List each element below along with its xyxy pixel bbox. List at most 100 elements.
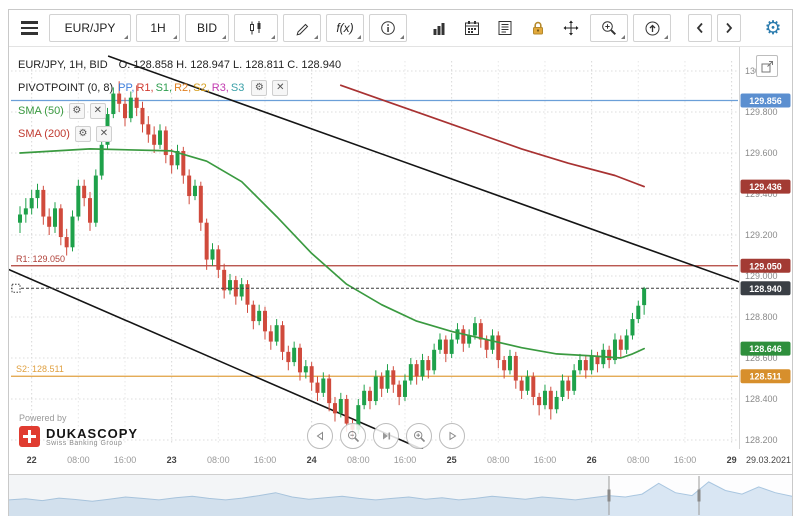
candle-body	[507, 355, 512, 371]
scroll-right-button[interactable]	[717, 14, 741, 42]
candle-body	[472, 323, 477, 336]
pivot-token: S2,	[193, 81, 210, 94]
candle-body	[321, 378, 326, 393]
candle-body	[607, 349, 612, 361]
candle-body	[542, 390, 547, 406]
candle-body	[29, 198, 34, 209]
play-icon	[449, 431, 457, 441]
sma200-indicator-name: SMA (200)	[18, 127, 70, 140]
candle-body	[420, 360, 425, 377]
x-tick-label: 08:00	[67, 455, 90, 465]
ma-price-badge: 129.436	[740, 179, 791, 194]
x-tick-label: 08:00	[347, 455, 370, 465]
candle-body	[192, 185, 197, 197]
settings-button[interactable]: ⚙	[759, 14, 787, 42]
detach-chart-button[interactable]	[756, 55, 778, 77]
x-tick-label: 25	[447, 455, 457, 465]
chart-area: 130.000129.800129.600129.400129.200129.0…	[9, 46, 792, 474]
candle-body	[344, 399, 349, 424]
volume-bars-button[interactable]	[425, 14, 453, 42]
sma200-settings-button[interactable]: ⚙	[74, 125, 91, 142]
news-button[interactable]	[491, 14, 519, 42]
candle-body	[461, 329, 466, 344]
indicator-row-sma200: SMA (200) ⚙ ✕	[18, 124, 341, 143]
pivot-token: R3,	[211, 81, 229, 94]
candle-body	[327, 378, 332, 404]
sma200-remove-button[interactable]: ✕	[95, 125, 112, 142]
scroll-back-button[interactable]	[307, 423, 333, 449]
candle-body	[122, 103, 127, 119]
zoom-button[interactable]	[590, 14, 628, 42]
candle-body	[490, 335, 495, 350]
candle-body	[630, 319, 635, 336]
candle-body	[414, 364, 419, 377]
autoscroll-play-button[interactable]	[439, 423, 465, 449]
gear-icon: ⚙	[764, 17, 782, 39]
draw-button[interactable]	[283, 14, 321, 42]
lock-icon	[533, 21, 543, 35]
zoom-out-button[interactable]	[340, 423, 366, 449]
candle-body	[356, 405, 361, 430]
overview-handle-grip[interactable]	[607, 489, 611, 502]
level-price-badge: 129.050	[740, 258, 791, 273]
lock-button[interactable]	[524, 14, 552, 42]
overview-handle-grip[interactable]	[697, 489, 701, 502]
x-tick-label: 16:00	[254, 455, 277, 465]
zoom-in-button[interactable]	[406, 423, 432, 449]
publish-button[interactable]	[633, 14, 671, 42]
menu-button[interactable]	[14, 14, 44, 42]
go-to-latest-button[interactable]	[373, 423, 399, 449]
y-tick-label: 129.200	[745, 230, 778, 240]
pivot-remove-button[interactable]: ✕	[272, 79, 289, 96]
candle-body	[245, 284, 250, 305]
brand-row: DUKASCOPY Swiss Banking Group	[19, 426, 138, 447]
candle-body	[455, 329, 460, 340]
sma200-line	[339, 84, 645, 188]
candle-body	[624, 335, 629, 350]
crosshair-button[interactable]	[557, 14, 585, 42]
candle-body	[332, 403, 337, 414]
candle-body	[443, 339, 448, 354]
candle-body	[484, 339, 489, 350]
candle-body	[128, 97, 133, 119]
candle-body	[268, 331, 273, 342]
instrument-label: EUR/JPY	[64, 21, 116, 35]
sma50-indicator-name: SMA (50)	[18, 104, 64, 117]
scroll-left-button[interactable]	[688, 14, 712, 42]
candle-body	[513, 355, 518, 381]
candle-body	[198, 185, 203, 223]
pivot-token: R2,	[174, 81, 192, 94]
level-price-badge: 128.511	[740, 369, 791, 384]
y-tick-label: 129.400	[745, 189, 778, 199]
candle-body	[566, 380, 571, 391]
chart-type-button[interactable]	[234, 14, 278, 42]
pivot-level-label: S2: 128.511	[16, 364, 64, 374]
news-report-icon	[498, 21, 512, 35]
candle-body	[449, 339, 454, 354]
candle-body	[391, 370, 396, 385]
info-button[interactable]	[369, 14, 407, 42]
skip-to-end-icon	[383, 432, 391, 440]
y-tick-label: 129.000	[745, 271, 778, 281]
function-button[interactable]: f(x)	[326, 14, 364, 42]
calendar-button[interactable]	[458, 14, 486, 42]
candle-body	[519, 380, 524, 391]
pencil-icon	[295, 23, 308, 36]
candle-body	[385, 370, 390, 389]
candle-body	[58, 208, 63, 238]
sma50-settings-button[interactable]: ⚙	[68, 102, 85, 119]
period-select[interactable]: 1H	[136, 14, 180, 42]
candle-body	[280, 325, 285, 352]
price-type-select[interactable]: BID	[185, 14, 229, 42]
overview-area-outline	[9, 481, 792, 502]
candle-body	[23, 208, 28, 215]
candle-body	[397, 384, 402, 397]
sma50-remove-button[interactable]: ✕	[89, 102, 106, 119]
candle-body	[309, 366, 314, 383]
x-tick-label: 24	[307, 455, 317, 465]
instrument-select[interactable]: EUR/JPY	[49, 14, 131, 42]
history-overview-chart[interactable]	[9, 475, 792, 516]
overview-strip	[9, 474, 792, 516]
candle-body	[577, 360, 582, 371]
pivot-settings-button[interactable]: ⚙	[251, 79, 268, 96]
